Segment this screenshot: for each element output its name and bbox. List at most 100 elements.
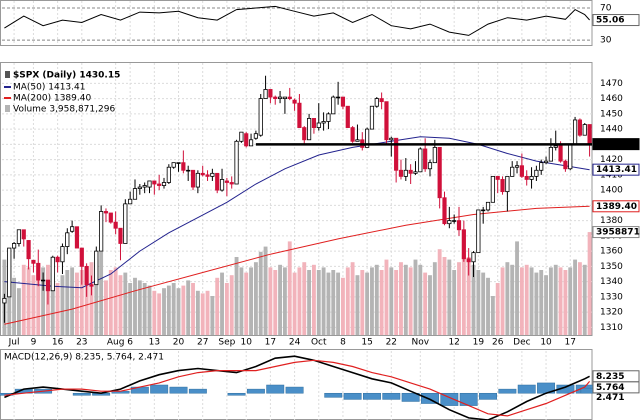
volume-bar [568,267,573,335]
candle-body [336,96,341,99]
ma50-last-label: 1413.41 [596,165,637,175]
volume-bar [123,272,128,335]
candle-body [563,160,568,170]
candle-body [26,240,31,260]
volume-bar [99,251,104,335]
candle-body [94,250,99,286]
volume-bar [350,262,355,335]
candle-body [302,127,307,141]
candle-body [132,188,138,200]
volume-bar [466,257,471,335]
volume-bar [162,288,166,335]
volume-bar [345,267,350,335]
volume-bar [505,262,510,335]
volume-bar [486,277,490,335]
candle-body [577,119,583,136]
histogram-bar [498,388,517,394]
line [4,205,590,325]
candle-body [379,98,384,103]
volume-bar [529,267,534,335]
volume-bar [282,267,287,335]
volume-bar [205,290,210,335]
x-tick-label: 19 [473,338,485,348]
legend-label: MA(200) 1389.40 [13,94,91,104]
volume-bar [365,272,370,335]
candle-body [514,165,520,168]
volume-bar [510,264,515,335]
x-tick-label: 15 [361,338,372,348]
candle-body [152,180,157,185]
y-tick-label: 1470 [600,79,623,89]
x-tick-label: 26 [492,338,504,348]
x-tick-label: Dec [513,338,530,348]
volume-bar [229,275,234,335]
candle-body [558,145,563,162]
signal-last-label: 5.764 [596,383,624,393]
volume-bar [137,280,142,335]
macd-last-label: 8.235 [596,372,624,382]
ma50-last-box [592,163,640,176]
volume-bar [244,272,249,335]
candle-body [345,105,350,128]
volume-bar [84,267,89,335]
volume-bar [200,293,205,335]
y-tick-label: 70 [600,4,612,14]
volume-bar [142,283,147,335]
candle-body [31,259,36,264]
legend-label: Volume 3,958,871,296 [13,105,115,115]
candle-body [447,220,452,225]
candle-body [427,162,433,170]
volume-bar [75,272,79,335]
volume-bar [113,267,118,335]
candle-body [60,246,65,263]
candle-body [490,175,495,203]
volume-bar [573,259,578,335]
histogram-bar [72,392,91,396]
volume-bar [360,270,365,335]
candle-body [389,137,394,141]
y-tick-label: 1330 [600,292,623,302]
volume-bar [273,270,278,335]
candle-body [582,124,587,136]
y-tick-label: 1380 [600,216,623,226]
x-tick-label: 23 [76,338,87,348]
candle-body [277,96,283,100]
volume-bar [437,249,442,335]
macd-title: MACD(12,26,9) 8.235, 5.764, 2.471 [4,353,164,363]
volume-bar [224,283,229,335]
candle-body [74,226,80,249]
candle-body [21,229,26,240]
candle-body [442,197,447,225]
candle-body [229,182,234,185]
volume-bar [70,267,75,335]
volume-bar [210,296,215,335]
x-tick-label: Jul [8,338,20,348]
volume-bar [157,293,162,335]
x-tick-label: 6 [127,338,133,348]
volume-bar [423,272,428,335]
candle-body [495,175,500,180]
volume-bar [65,270,70,335]
candle-body [394,137,399,171]
candle-body [282,96,288,100]
volume-bar [316,270,321,335]
volume-bar [355,275,360,335]
candle-body [519,165,524,177]
volume-bar [418,264,423,335]
volume-bar [108,270,113,335]
x-tick-label: 17 [265,338,276,348]
y-tick-label: 1360 [600,247,623,257]
legend-icon [5,71,10,78]
candle-body [176,162,181,164]
y-tick-label: 30 [600,36,612,46]
candle-body [384,101,389,141]
histogram-last: 2.471 [596,393,624,403]
volume-bar [292,272,297,335]
volume-bar [16,288,21,335]
candle-body [224,180,229,183]
candle-body [7,247,12,298]
candle-body [408,169,413,174]
volume-bar [389,267,394,335]
y-tick-label: 1440 [600,125,623,135]
volume-bar [408,267,413,335]
